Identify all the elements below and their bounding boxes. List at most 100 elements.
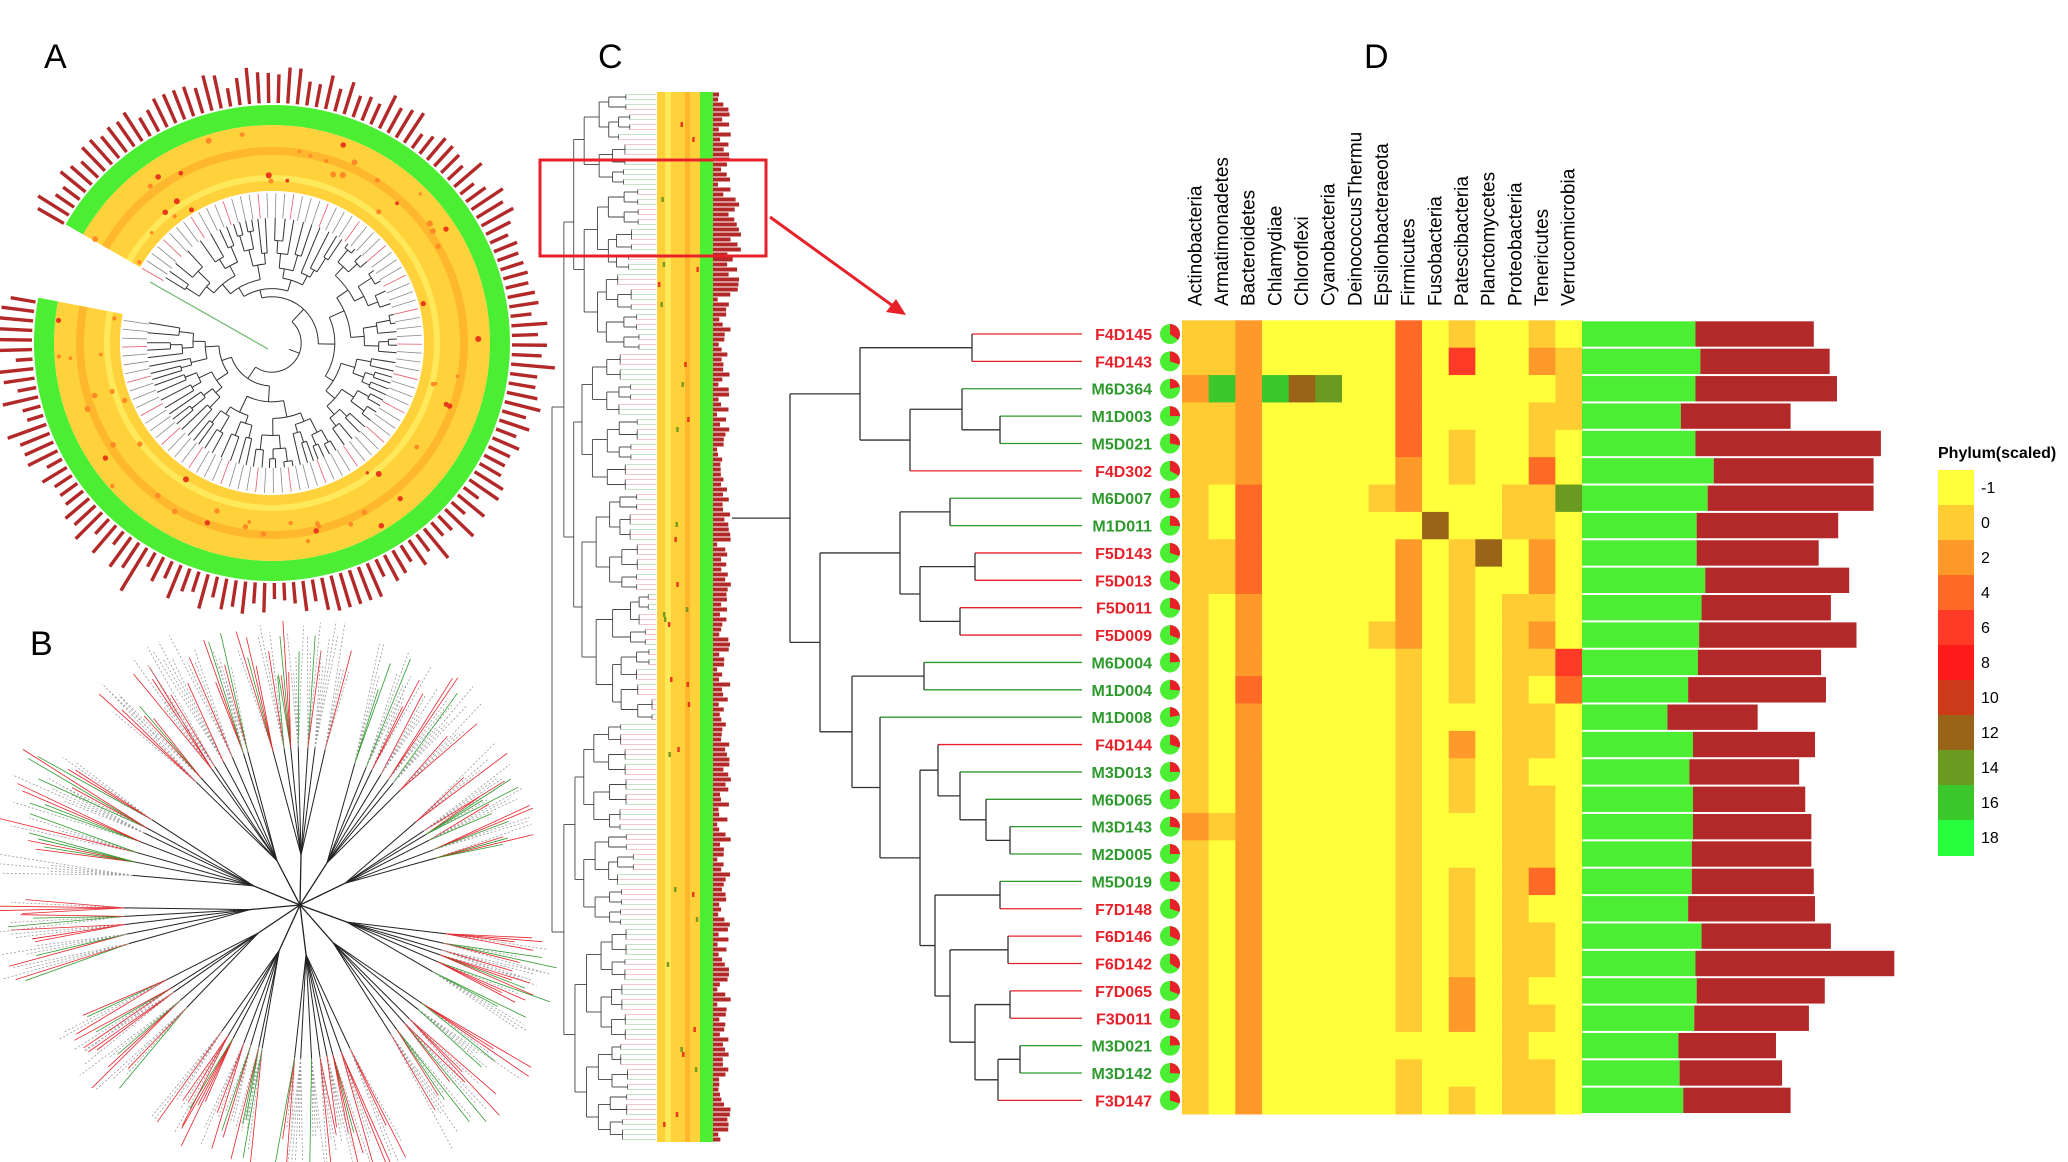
- heatmap-cell: [1368, 703, 1396, 732]
- bar: [338, 572, 352, 608]
- bar: [713, 802, 729, 807]
- tip: [428, 813, 492, 841]
- bar: [713, 167, 722, 172]
- bar: [713, 577, 726, 582]
- branch: [326, 779, 389, 864]
- bar: [713, 172, 727, 177]
- sample-label: F4D143: [1095, 354, 1152, 371]
- branch: [211, 432, 224, 454]
- tip: [96, 991, 174, 1051]
- heatmap-cell: [1288, 594, 1316, 622]
- bar: [713, 347, 722, 352]
- heatmap-cell: [1315, 1059, 1343, 1088]
- heatmap-cell: [1262, 402, 1290, 431]
- heatmap-cell: [1555, 457, 1583, 485]
- heatmap-cell: [84, 406, 91, 413]
- tip: [230, 1045, 252, 1121]
- tip: [246, 1047, 263, 1122]
- heatmap-cell: [1342, 676, 1370, 704]
- phylum-label: Verrucomicrobia: [1559, 168, 1580, 306]
- heatmap-cell: [1395, 949, 1423, 978]
- heatmap-cell: [682, 1052, 685, 1057]
- heatmap-cell: [1368, 402, 1396, 431]
- bar: [713, 552, 728, 557]
- heatmap-cell: [1342, 511, 1370, 540]
- bar-green: [1582, 321, 1696, 347]
- bar: [180, 567, 192, 592]
- pie-slice: [1170, 898, 1181, 912]
- bar: [713, 902, 720, 907]
- heatmap-cell: [1342, 840, 1370, 869]
- tip-label: [181, 442, 197, 463]
- heatmap-cell: [1448, 840, 1476, 869]
- branch: [344, 833, 427, 884]
- tip: [311, 1057, 314, 1139]
- branch: [325, 390, 336, 399]
- tip: [388, 677, 453, 780]
- heatmap-cell: [297, 149, 302, 154]
- tip: [319, 1057, 332, 1162]
- tip: [440, 954, 526, 989]
- bar: [713, 482, 721, 487]
- bar: [713, 327, 731, 332]
- branch: [282, 268, 285, 279]
- heatmap-cell: [1422, 703, 1450, 732]
- heatmap-cell: [1528, 949, 1556, 978]
- heatmap-cell: [1342, 648, 1370, 677]
- tip: [279, 635, 292, 748]
- heatmap-cell: [1315, 375, 1343, 403]
- heatmap-cell: [1288, 375, 1316, 403]
- branch: [253, 885, 301, 906]
- heatmap-cell: [1422, 539, 1450, 568]
- branch: [148, 322, 180, 329]
- branch: [305, 954, 342, 1053]
- heatmap-cell: [1502, 375, 1530, 403]
- heatmap-cell: [687, 417, 690, 422]
- tip: [428, 798, 518, 841]
- bar: [713, 477, 724, 482]
- bar: [713, 512, 731, 517]
- tip-label: [383, 274, 406, 287]
- tip: [432, 971, 518, 1030]
- legend-swatch: [1938, 540, 1974, 576]
- branch: [144, 832, 255, 887]
- tip: [287, 1057, 302, 1162]
- pie-slice: [1170, 515, 1180, 527]
- tip: [225, 680, 244, 754]
- branch: [370, 365, 394, 372]
- tip: [10, 901, 125, 909]
- heatmap-cell: [1342, 539, 1370, 568]
- tip: [319, 1057, 328, 1162]
- bar: [713, 622, 723, 627]
- heatmap-cell: [1528, 429, 1556, 458]
- tip: [441, 949, 513, 972]
- heatmap-cell: [1475, 511, 1503, 540]
- heatmap-cell: [1182, 648, 1210, 677]
- tip: [200, 1042, 245, 1146]
- branch: [300, 224, 313, 257]
- branch: [368, 386, 387, 396]
- tip: [314, 621, 337, 748]
- heatmap-cell: [1208, 1086, 1236, 1115]
- legend-tick: 18: [1981, 830, 1999, 847]
- bar: [468, 478, 500, 502]
- tip: [396, 1029, 445, 1095]
- bar: [0, 327, 33, 333]
- heatmap-cell: [1342, 867, 1370, 896]
- branch: [164, 389, 195, 409]
- bar: [91, 524, 118, 554]
- heatmap-cell: [684, 362, 687, 367]
- heatmap-cell: [1448, 949, 1476, 978]
- heatmap-cell: [1528, 375, 1556, 403]
- tip: [423, 780, 505, 832]
- tip: [314, 649, 322, 748]
- tip: [216, 1042, 245, 1113]
- bar: [713, 152, 730, 157]
- bar: [713, 147, 724, 152]
- tip: [388, 704, 453, 780]
- heatmap-cell: [178, 170, 184, 176]
- tip: [396, 1029, 445, 1100]
- heatmap-cell: [1502, 730, 1530, 759]
- heatmap-cell: [1315, 977, 1343, 1005]
- tip: [433, 820, 509, 851]
